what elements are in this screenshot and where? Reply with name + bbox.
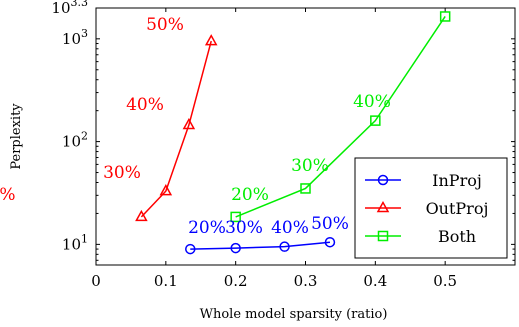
x-tick-label: 0.1 [154,272,178,290]
x-tick-label: 0.5 [433,272,457,290]
both-point [370,115,381,126]
axes: 0 0.1 0.2 0.3 0.4 0.5 101 102 103 103.3 Whole mode… [9,0,516,322]
series-inproj [185,236,336,255]
outproj-percent-label: 50% [146,15,184,35]
y-tick-label: 101 [62,232,88,253]
y-axis-title: Perplexity [9,103,24,170]
inproj-point [230,242,241,254]
outproj-point [159,184,173,196]
inproj-point [279,241,290,252]
both-point [439,11,451,22]
y-tick-label: 103 [62,27,88,48]
legend-inproj-label: InProj [432,171,482,190]
y-tick-label: 103.3 [51,0,88,17]
both-percent-label: 40% [353,92,391,112]
x-tick-label: 0.2 [224,272,248,290]
both-point [300,183,311,194]
outproj-percent-label: 30% [103,163,141,183]
outproj-percent-label: 40% [126,95,164,115]
legend-outproj-label: OutProj [426,199,489,218]
inproj-percent-label: 20% [188,218,226,238]
x-axis-title: Whole model sparsity (ratio) [200,307,388,322]
legend-outproj-marker [376,200,390,213]
legend-inproj-marker [377,174,389,186]
series-outproj [135,34,218,222]
inproj-line [190,241,331,250]
inproj-point [324,236,336,248]
inproj-percent-label: 40% [271,218,309,238]
legend-both-label: Both [438,227,476,246]
series-layer [135,11,451,255]
both-point [230,211,241,223]
x-tick-label: 0.4 [363,272,387,290]
outproj-point [204,34,218,46]
inproj-percent-label: 30% [225,218,263,238]
y-tick-label: 102 [62,130,88,151]
both-line [235,16,446,218]
both-percent-label: 30% [291,156,329,176]
outproj-percent-label: 0% [0,185,15,205]
outproj-point [182,117,196,130]
series-both [230,11,451,223]
outproj-line [140,40,212,218]
x-tick-label: 0.3 [294,272,318,290]
outproj-point [135,209,148,222]
legend: InProj OutProj Both [354,157,508,259]
inproj-point [185,243,196,255]
inproj-percent-label: 50% [311,214,349,234]
x-tick-label: 0 [91,272,101,290]
both-percent-label: 20% [231,185,269,205]
percent-labels: 20%30%40%50%0%30%40%50%20%30%40% [0,15,391,238]
legend-both-marker [377,230,389,242]
